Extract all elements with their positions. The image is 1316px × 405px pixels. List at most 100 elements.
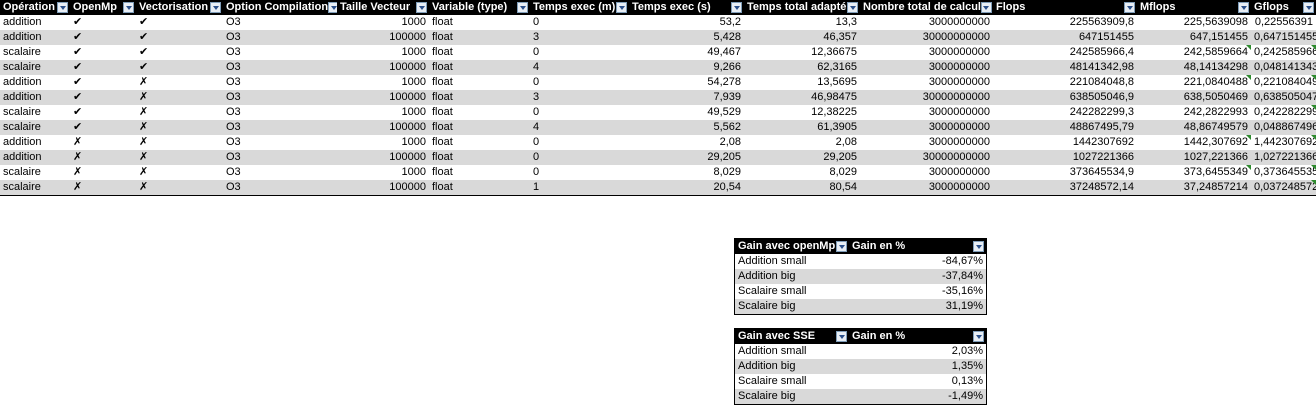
cell-gflops[interactable]: 0,242282299	[1254, 105, 1316, 118]
cell-operation[interactable]: addition	[3, 91, 42, 103]
cell-openmp[interactable]: ✔	[73, 121, 83, 133]
cell-operation[interactable]: addition	[3, 136, 42, 148]
cell-temps-total-adapte[interactable]: 8,029	[829, 166, 857, 178]
filter-dropdown-icon[interactable]	[836, 241, 847, 252]
gain-label[interactable]: Addition big	[738, 270, 796, 282]
gain-value[interactable]: 2,03%	[951, 345, 983, 357]
cell-mflops[interactable]: 1442,307692	[1137, 135, 1251, 150]
filter-dropdown-icon[interactable]	[731, 2, 742, 13]
cell-gflops[interactable]: 0,22556391	[1254, 16, 1313, 28]
cell-taille-vecteur[interactable]: 100000	[389, 151, 426, 163]
cell-variable-type[interactable]: float	[432, 166, 453, 178]
cell-temps-exec-s[interactable]: 8,029	[713, 166, 741, 178]
cell-temps-exec-m[interactable]: 0	[533, 76, 540, 88]
cell-nombre-total-calcul[interactable]: 3000000000	[928, 181, 990, 193]
filter-dropdown-icon[interactable]	[57, 2, 68, 13]
cell-operation[interactable]: scalaire	[3, 46, 41, 58]
cell-openmp[interactable]: ✔	[73, 31, 83, 43]
cell-taille-vecteur[interactable]: 100000	[389, 181, 426, 193]
cell-mflops[interactable]: 1027,221366	[1183, 151, 1248, 163]
cell-temps-total-adapte[interactable]: 12,36675	[811, 46, 857, 58]
cell-temps-exec-s[interactable]: 9,266	[713, 61, 741, 73]
cell-operation[interactable]: scalaire	[3, 106, 41, 118]
cell-gflops[interactable]: 0,373645535	[1254, 165, 1316, 178]
openmp-header-0[interactable]: Gain avec openMp	[735, 239, 849, 254]
cell-option-compilation[interactable]: O3	[226, 181, 241, 193]
filter-dropdown-icon[interactable]	[973, 331, 984, 342]
cell-openmp[interactable]: ✔	[73, 91, 83, 103]
header-variable-type[interactable]: Variable (type)	[429, 0, 530, 15]
cell-nombre-total-calcul[interactable]: 30000000000	[922, 151, 990, 163]
header-option-compilation[interactable]: Option Compilation	[223, 0, 337, 15]
cell-taille-vecteur[interactable]: 1000	[401, 76, 426, 88]
cell-temps-exec-s[interactable]: 2,08	[719, 136, 741, 148]
cell-option-compilation[interactable]: O3	[226, 121, 241, 133]
cell-openmp[interactable]: ✔	[73, 76, 83, 88]
cell-operation[interactable]: addition	[3, 151, 42, 163]
cell-taille-vecteur[interactable]: 100000	[389, 121, 426, 133]
cell-option-compilation[interactable]: O3	[226, 16, 241, 28]
cell-vectorisation[interactable]: ✗	[139, 91, 149, 103]
filter-dropdown-icon[interactable]	[980, 2, 992, 13]
cell-temps-exec-s[interactable]: 53,2	[719, 16, 741, 28]
cell-taille-vecteur[interactable]: 100000	[389, 91, 426, 103]
cell-mflops[interactable]: 48,14134298	[1183, 61, 1248, 73]
cell-option-compilation[interactable]: O3	[226, 46, 241, 58]
gain-label[interactable]: Scalaire small	[738, 285, 807, 297]
cell-vectorisation[interactable]: ✗	[139, 166, 149, 178]
filter-dropdown-icon[interactable]	[328, 2, 337, 13]
cell-taille-vecteur[interactable]: 1000	[401, 46, 426, 58]
cell-variable-type[interactable]: float	[432, 31, 453, 43]
cell-taille-vecteur[interactable]: 100000	[389, 31, 426, 43]
cell-taille-vecteur[interactable]: 1000	[401, 106, 426, 118]
cell-temps-total-adapte[interactable]: 80,54	[829, 181, 857, 193]
cell-gflops[interactable]: 0,221084049	[1254, 75, 1316, 88]
filter-dropdown-icon[interactable]	[847, 2, 858, 13]
cell-operation[interactable]: scalaire	[3, 61, 41, 73]
cell-gflops[interactable]: 0,647151455	[1254, 31, 1316, 43]
cell-taille-vecteur[interactable]: 1000	[401, 136, 426, 148]
cell-temps-exec-s[interactable]: 29,205	[707, 151, 741, 163]
gain-value[interactable]: 1,35%	[951, 360, 983, 372]
cell-nombre-total-calcul[interactable]: 3000000000	[928, 121, 990, 133]
cell-taille-vecteur[interactable]: 1000	[401, 166, 426, 178]
gain-value[interactable]: -35,16%	[942, 285, 983, 297]
cell-temps-exec-m[interactable]: 3	[533, 91, 540, 103]
cell-nombre-total-calcul[interactable]: 3000000000	[928, 61, 990, 73]
cell-temps-exec-s[interactable]: 7,939	[713, 91, 741, 103]
cell-flops[interactable]: 373645534,9	[1069, 166, 1134, 178]
gain-label[interactable]: Addition small	[738, 345, 807, 357]
cell-flops[interactable]: 1027221366	[1072, 151, 1134, 163]
header-nombre-total-calcul[interactable]: Nombre total de calcul	[860, 0, 993, 15]
gain-label[interactable]: Scalaire small	[738, 375, 807, 387]
cell-mflops[interactable]: 373,6455349	[1137, 165, 1251, 180]
cell-temps-exec-s[interactable]: 5,562	[713, 121, 741, 133]
cell-variable-type[interactable]: float	[432, 136, 453, 148]
cell-taille-vecteur[interactable]: 1000	[401, 16, 426, 28]
cell-temps-exec-m[interactable]: 0	[533, 151, 540, 163]
cell-temps-total-adapte[interactable]: 46,357	[823, 31, 857, 43]
cell-vectorisation[interactable]: ✗	[139, 151, 149, 163]
header-taille-vecteur[interactable]: Taille Vecteur	[337, 0, 429, 15]
cell-temps-exec-m[interactable]: 3	[533, 31, 540, 43]
filter-dropdown-icon[interactable]	[836, 331, 847, 342]
filter-dropdown-icon[interactable]	[123, 2, 134, 13]
cell-nombre-total-calcul[interactable]: 30000000000	[922, 31, 990, 43]
cell-vectorisation[interactable]: ✗	[139, 136, 149, 148]
cell-temps-total-adapte[interactable]: 12,38225	[811, 106, 857, 118]
cell-mflops[interactable]: 48,86749579	[1183, 121, 1248, 133]
cell-variable-type[interactable]: float	[432, 181, 453, 193]
cell-variable-type[interactable]: float	[432, 151, 453, 163]
cell-option-compilation[interactable]: O3	[226, 151, 241, 163]
cell-option-compilation[interactable]: O3	[226, 31, 241, 43]
cell-nombre-total-calcul[interactable]: 3000000000	[928, 106, 990, 118]
filter-dropdown-icon[interactable]	[210, 2, 221, 13]
cell-flops[interactable]: 638505046,9	[1069, 91, 1134, 103]
cell-variable-type[interactable]: float	[432, 106, 453, 118]
cell-temps-exec-m[interactable]: 1	[533, 181, 540, 193]
filter-dropdown-icon[interactable]	[416, 2, 427, 13]
cell-option-compilation[interactable]: O3	[226, 91, 241, 103]
cell-gflops[interactable]: 1,027221366	[1254, 151, 1316, 163]
header-openmp[interactable]: OpenMp	[70, 0, 136, 15]
cell-flops[interactable]: 225563909,8	[1069, 16, 1134, 28]
